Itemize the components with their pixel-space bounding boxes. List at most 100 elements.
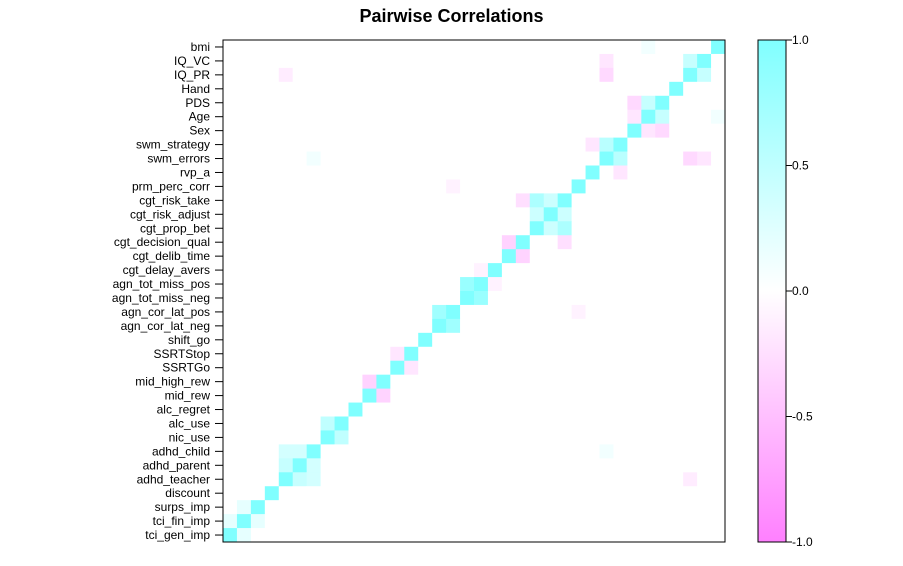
- heatmap-cell: [223, 193, 238, 208]
- heatmap-cell: [292, 151, 308, 166]
- heatmap-cell: [501, 332, 517, 348]
- heatmap-cell: [599, 416, 614, 431]
- heatmap-cell: [446, 81, 461, 97]
- heatmap-cell: [711, 416, 726, 431]
- heatmap-cell: [711, 207, 726, 222]
- heatmap-cell: [655, 40, 670, 55]
- row-label: SSRTGo: [162, 361, 210, 375]
- heatmap-cell: [264, 137, 280, 152]
- heatmap-cell: [306, 402, 322, 417]
- heatmap-cell: [250, 360, 266, 376]
- heatmap-cell: [487, 318, 503, 334]
- heatmap-cell: [543, 207, 559, 222]
- heatmap-cell: [655, 81, 670, 97]
- heatmap-cell: [543, 109, 559, 125]
- heatmap-cell: [264, 444, 280, 459]
- heatmap-cell: [250, 235, 266, 250]
- heatmap-cell: [487, 221, 503, 236]
- heatmap-cell: [474, 263, 489, 278]
- heatmap-cell: [278, 444, 294, 459]
- heatmap-cell: [362, 53, 377, 69]
- heatmap-cell: [557, 486, 573, 501]
- heatmap-cell: [501, 81, 517, 97]
- heatmap-cell: [250, 221, 266, 236]
- heatmap-cell: [697, 291, 712, 306]
- heatmap-cell: [348, 207, 363, 222]
- heatmap-cell: [613, 458, 628, 473]
- heatmap-cell: [264, 318, 280, 334]
- heatmap-cell: [223, 472, 238, 487]
- heatmap-cell: [501, 346, 517, 362]
- heatmap-cell: [474, 151, 489, 166]
- heatmap-cell: [543, 67, 559, 83]
- heatmap-cell: [487, 235, 503, 250]
- heatmap-cell: [543, 332, 559, 348]
- heatmap-cell: [236, 137, 252, 152]
- heatmap-cell: [390, 193, 405, 208]
- heatmap-cell: [655, 500, 670, 515]
- heatmap-cell: [627, 304, 642, 320]
- heatmap-cell: [320, 179, 335, 194]
- heatmap-cell: [683, 263, 698, 278]
- heatmap-cell: [460, 402, 475, 417]
- heatmap-cell: [418, 486, 433, 501]
- heatmap-cell: [474, 332, 489, 348]
- heatmap-cell: [711, 40, 726, 55]
- heatmap-cell: [697, 458, 712, 473]
- heatmap-cell: [487, 95, 503, 111]
- heatmap-cell: [543, 263, 559, 278]
- heatmap-cell: [501, 53, 517, 69]
- heatmap-cell: [264, 81, 280, 97]
- heatmap-cell: [529, 235, 545, 250]
- heatmap-cell: [585, 528, 600, 543]
- heatmap-cell: [585, 430, 600, 445]
- heatmap-cell: [390, 416, 405, 431]
- heatmap-cell: [362, 332, 377, 348]
- heatmap-cell: [641, 179, 656, 194]
- heatmap-cell: [711, 123, 726, 139]
- heatmap-cell: [697, 444, 712, 459]
- heatmap-cell: [348, 40, 363, 55]
- heatmap-cell: [571, 263, 586, 278]
- heatmap-cell: [711, 53, 726, 69]
- heatmap-cell: [264, 193, 280, 208]
- heatmap-cell: [585, 346, 600, 362]
- heatmap-cell: [376, 402, 391, 417]
- heatmap-cell: [223, 263, 238, 278]
- heatmap-cell: [474, 81, 489, 97]
- heatmap-cell: [529, 151, 545, 166]
- heatmap-cell: [320, 388, 335, 403]
- heatmap-cell: [306, 40, 322, 55]
- heatmap-cell: [250, 165, 266, 180]
- heatmap-cell: [334, 388, 349, 403]
- heatmap-cell: [292, 360, 308, 376]
- heatmap-cell: [599, 137, 614, 152]
- heatmap-cell: [543, 444, 559, 459]
- heatmap-cell: [529, 81, 545, 97]
- heatmap-cell: [446, 207, 461, 222]
- heatmap-cell: [571, 430, 586, 445]
- heatmap-cell: [348, 388, 363, 403]
- heatmap-cell: [390, 528, 405, 543]
- heatmap-cell: [292, 53, 308, 69]
- heatmap-cell: [543, 137, 559, 152]
- heatmap-cell: [683, 332, 698, 348]
- heatmap-cell: [460, 458, 475, 473]
- heatmap-cell: [278, 109, 294, 125]
- heatmap-cell: [515, 263, 531, 278]
- heatmap-cell: [571, 388, 586, 403]
- heatmap-cell: [599, 444, 614, 459]
- heatmap-cell: [432, 458, 447, 473]
- row-label: mid_rew: [165, 389, 211, 403]
- heatmap-cell: [418, 277, 433, 292]
- heatmap-cell: [404, 235, 419, 250]
- row-label: agn_cor_lat_neg: [121, 319, 210, 333]
- heatmap-cell: [474, 109, 489, 125]
- heatmap-cell: [599, 40, 614, 55]
- heatmap-cell: [613, 123, 628, 139]
- heatmap-cell: [390, 81, 405, 97]
- heatmap-cell: [432, 81, 447, 97]
- heatmap-cell: [348, 165, 363, 180]
- heatmap-cell: [501, 151, 517, 166]
- heatmap-cell: [683, 151, 698, 166]
